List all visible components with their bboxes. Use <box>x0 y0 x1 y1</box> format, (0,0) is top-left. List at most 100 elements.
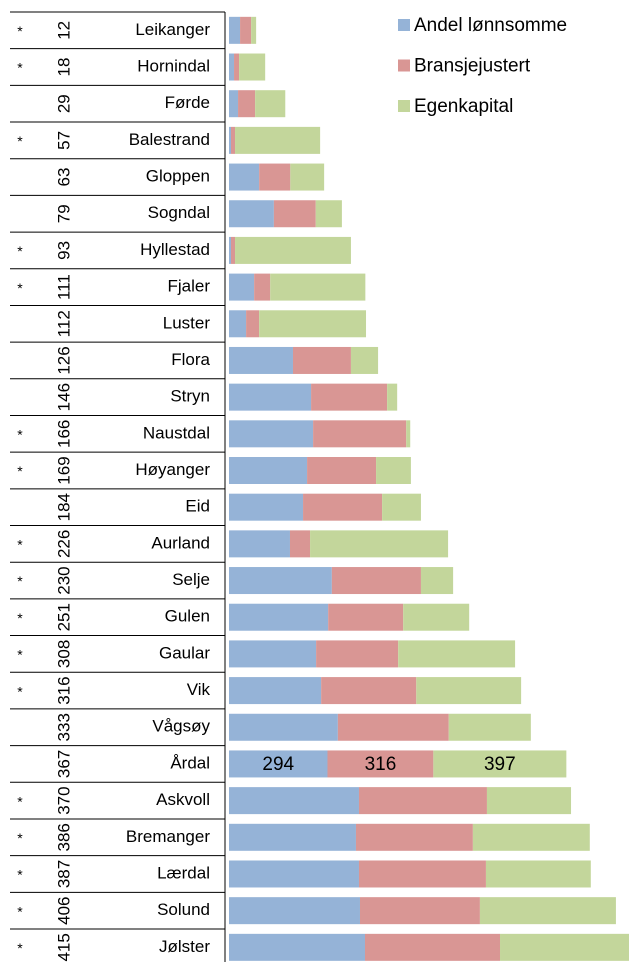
bar-segment <box>327 750 434 778</box>
bar-segment <box>240 16 252 44</box>
bar-segment <box>229 640 317 668</box>
bar-segment <box>229 823 356 851</box>
bar-segment <box>231 236 236 264</box>
category-label: Gloppen <box>146 167 210 186</box>
legend-swatch <box>398 19 410 31</box>
rank: 367 <box>54 750 73 778</box>
bar-segment <box>229 420 314 448</box>
category-label: Hyllestad <box>140 240 210 259</box>
rank: 29 <box>54 94 73 113</box>
bar-segment <box>229 90 239 118</box>
bar-segment <box>289 530 311 558</box>
flag: * <box>17 647 23 663</box>
category-label: Stryn <box>170 387 210 406</box>
bar-segment <box>229 897 360 925</box>
flag: * <box>17 610 23 626</box>
bar-segment <box>229 493 304 521</box>
category-label: Solund <box>157 900 210 919</box>
category-label: Gaular <box>159 643 210 662</box>
category-label: Balestrand <box>129 130 210 149</box>
bar-segment <box>229 457 308 484</box>
bar-segment <box>229 346 293 374</box>
category-label: Vik <box>187 680 211 699</box>
bar-segment <box>251 16 257 44</box>
rank: 166 <box>54 420 73 448</box>
bar-segment <box>359 897 480 925</box>
flag: * <box>17 23 23 39</box>
category-label: Aurland <box>151 533 210 552</box>
bar-segment <box>246 310 260 338</box>
bar-segment <box>387 383 398 411</box>
bar-segment <box>403 603 470 631</box>
category-label: Jølster <box>159 937 210 956</box>
rank: 387 <box>54 860 73 888</box>
flag: * <box>17 537 23 553</box>
flag: * <box>17 683 23 699</box>
bar-segment <box>229 236 232 264</box>
bar-segment <box>350 346 379 374</box>
flag: * <box>17 867 23 883</box>
flag: * <box>17 573 23 589</box>
category-label: Hornindal <box>137 57 210 76</box>
bar-segment <box>310 530 449 558</box>
rank: 63 <box>54 168 73 187</box>
bar-segment <box>238 90 256 118</box>
bar-segment <box>229 603 329 631</box>
bar-segment <box>337 713 449 741</box>
flag: * <box>17 243 23 259</box>
bar-segment <box>254 273 271 301</box>
bar-segment <box>398 640 516 668</box>
bar-segment <box>229 860 359 888</box>
bar-segment <box>229 53 235 81</box>
data-label: 397 <box>484 754 516 775</box>
flag: * <box>17 903 23 919</box>
bar-segment <box>229 933 366 961</box>
bar-segment <box>290 163 325 191</box>
category-label: Fjaler <box>167 277 210 296</box>
bar-segment <box>292 346 351 374</box>
flag: * <box>17 793 23 809</box>
bar-segment <box>231 126 236 154</box>
bar-segment <box>270 273 366 301</box>
legend-swatch <box>398 100 410 112</box>
bar-segment <box>273 200 316 228</box>
flag: * <box>17 133 23 149</box>
rank: 146 <box>54 383 73 411</box>
rank: 415 <box>54 933 73 961</box>
bar-segment <box>229 530 290 558</box>
rank: 79 <box>54 204 73 223</box>
bar-segment <box>316 640 399 668</box>
bar-segment <box>239 53 266 81</box>
rank: 230 <box>54 566 73 594</box>
bar-segment <box>321 677 417 705</box>
bar-segment <box>472 823 590 851</box>
rank: 18 <box>54 58 73 77</box>
rank: 386 <box>54 823 73 851</box>
category-label: Askvoll <box>156 790 210 809</box>
category-label: Høyanger <box>135 460 210 479</box>
category-label: Luster <box>163 313 211 332</box>
category-label: Naustdal <box>143 423 210 442</box>
bar-segment <box>406 420 411 448</box>
legend-swatch <box>398 59 410 72</box>
bar-segment <box>376 457 411 484</box>
data-label: 294 <box>262 754 294 775</box>
category-label: Årdal <box>170 753 210 772</box>
bar-segment <box>229 750 328 778</box>
rank: 406 <box>54 896 73 924</box>
flag: * <box>17 940 23 956</box>
rank: 111 <box>54 274 73 300</box>
rank: 333 <box>54 713 73 741</box>
bar-segment <box>229 310 247 338</box>
bar-segment <box>234 53 240 81</box>
category-label: Lærdal <box>157 863 210 882</box>
bar-segment <box>311 383 388 411</box>
category-label: Vågsøy <box>152 717 210 736</box>
flag: * <box>17 830 23 846</box>
bar-segment <box>315 200 342 228</box>
rank: 169 <box>54 456 73 484</box>
bar-segment <box>313 420 407 448</box>
bar-segment <box>259 163 291 191</box>
category-label: Eid <box>185 497 210 516</box>
